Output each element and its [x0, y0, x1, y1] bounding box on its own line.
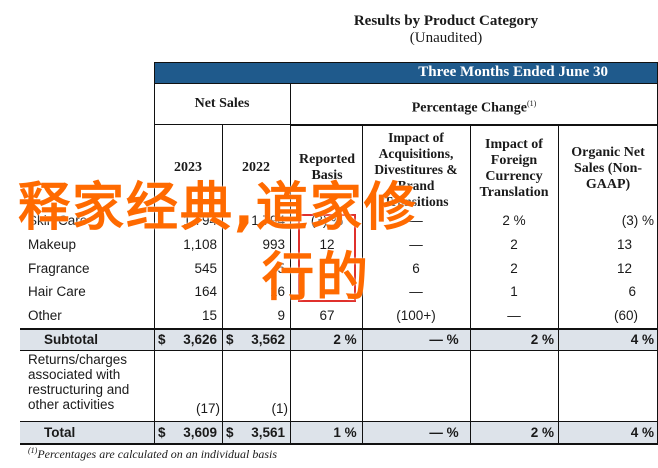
cell-organic: 13	[616, 237, 632, 252]
watermark-line-2: 行的	[262, 248, 371, 308]
total-label: Total	[44, 425, 76, 440]
total-organic: 4 %	[630, 425, 654, 440]
highlight-box	[298, 214, 356, 302]
row-label: Fragrance	[28, 261, 90, 276]
col-reported: Reported Basis	[299, 152, 355, 183]
report-title: Results by Product Category	[353, 13, 539, 29]
subtotal-currency-2022: $	[226, 332, 234, 347]
col-organic: Organic Net Sales (Non-GAAP)	[571, 145, 645, 192]
cell-fx: 2 %	[502, 213, 526, 228]
watermark-line-1: 释家经典,道家修	[18, 178, 418, 238]
returns-2023: (17)	[195, 401, 220, 416]
footnote: (1)Percentages are calculated on an indi…	[28, 446, 278, 461]
cell-fx: 2	[510, 237, 518, 252]
cell-acq: —	[409, 284, 423, 299]
subtotal-2023: 3,626	[183, 332, 217, 347]
cell-fx: —	[507, 308, 521, 323]
subtotal-organic: 4 %	[630, 332, 654, 347]
col-2022: 2022	[242, 160, 270, 175]
cell-reported: 12	[319, 237, 335, 252]
total-2023: 3,609	[183, 425, 217, 440]
subtotal-currency-2023: $	[158, 332, 166, 347]
total-acq: — %	[429, 425, 459, 440]
row-label: Makeup	[28, 237, 77, 252]
subtotal-fx: 2 %	[530, 332, 554, 347]
total-currency-2022: $	[226, 425, 234, 440]
cell-2022: 16	[269, 284, 285, 299]
total-shading	[20, 421, 658, 443]
col-2023: 2023	[174, 160, 202, 175]
total-fx: 2 %	[530, 425, 554, 440]
subtotal-label: Subtotal	[44, 332, 98, 347]
total-reported: 1 %	[333, 425, 357, 440]
total-2022: 3,561	[251, 425, 285, 440]
cell-organic: 12	[616, 261, 632, 276]
subtotal-shading	[20, 328, 658, 350]
cell-2023: 1,108	[183, 237, 217, 252]
cell-2023: 545	[194, 261, 217, 276]
report-subtitle: (Unaudited)	[409, 30, 483, 46]
cell-2022: 9	[277, 308, 285, 323]
cell-organic: 6	[628, 284, 636, 299]
cell-2023: 164	[194, 284, 217, 299]
cell-2022: 1,794	[251, 213, 285, 228]
cell-acq: —	[409, 237, 423, 252]
row-label: Other	[28, 308, 62, 323]
cell-2022: 993	[262, 237, 285, 252]
net-sales-header: Net Sales	[194, 96, 250, 111]
cell-acq: (100+)	[396, 308, 436, 323]
returns-2022: (1)	[271, 401, 289, 416]
cell-organic: (3) %	[621, 213, 654, 228]
total-currency-2023: $	[158, 425, 166, 440]
row-label: Skin Care	[28, 213, 88, 228]
cell-acq: 6	[412, 261, 420, 276]
subtotal-reported: 2 %	[333, 332, 357, 347]
cell-organic: (60)	[613, 308, 638, 323]
cell-reported: (3) %	[310, 213, 344, 228]
period-band: Three Months Ended June 30	[154, 62, 658, 83]
cell-fx: 2	[510, 261, 518, 276]
col-acquisitions: Impact of Acquisitions, Divestitures & B…	[374, 130, 458, 209]
cell-reported: 67	[319, 308, 335, 323]
cell-fx: 1	[510, 284, 518, 299]
pct-change-header: Percentage Change(1)	[411, 99, 537, 116]
col-fx: Impact of Foreign Currency Translation	[479, 137, 549, 200]
subtotal-acq: — %	[429, 332, 459, 347]
cell-2023: 1,794	[183, 213, 217, 228]
subtotal-2022: 3,562	[251, 332, 285, 347]
row-label: Hair Care	[28, 284, 86, 299]
cell-2022: 5	[277, 261, 285, 276]
returns-label: Returns/charges associated with restruct…	[28, 352, 130, 412]
cell-2023: 15	[201, 308, 217, 323]
cell-acq: —	[409, 213, 423, 228]
